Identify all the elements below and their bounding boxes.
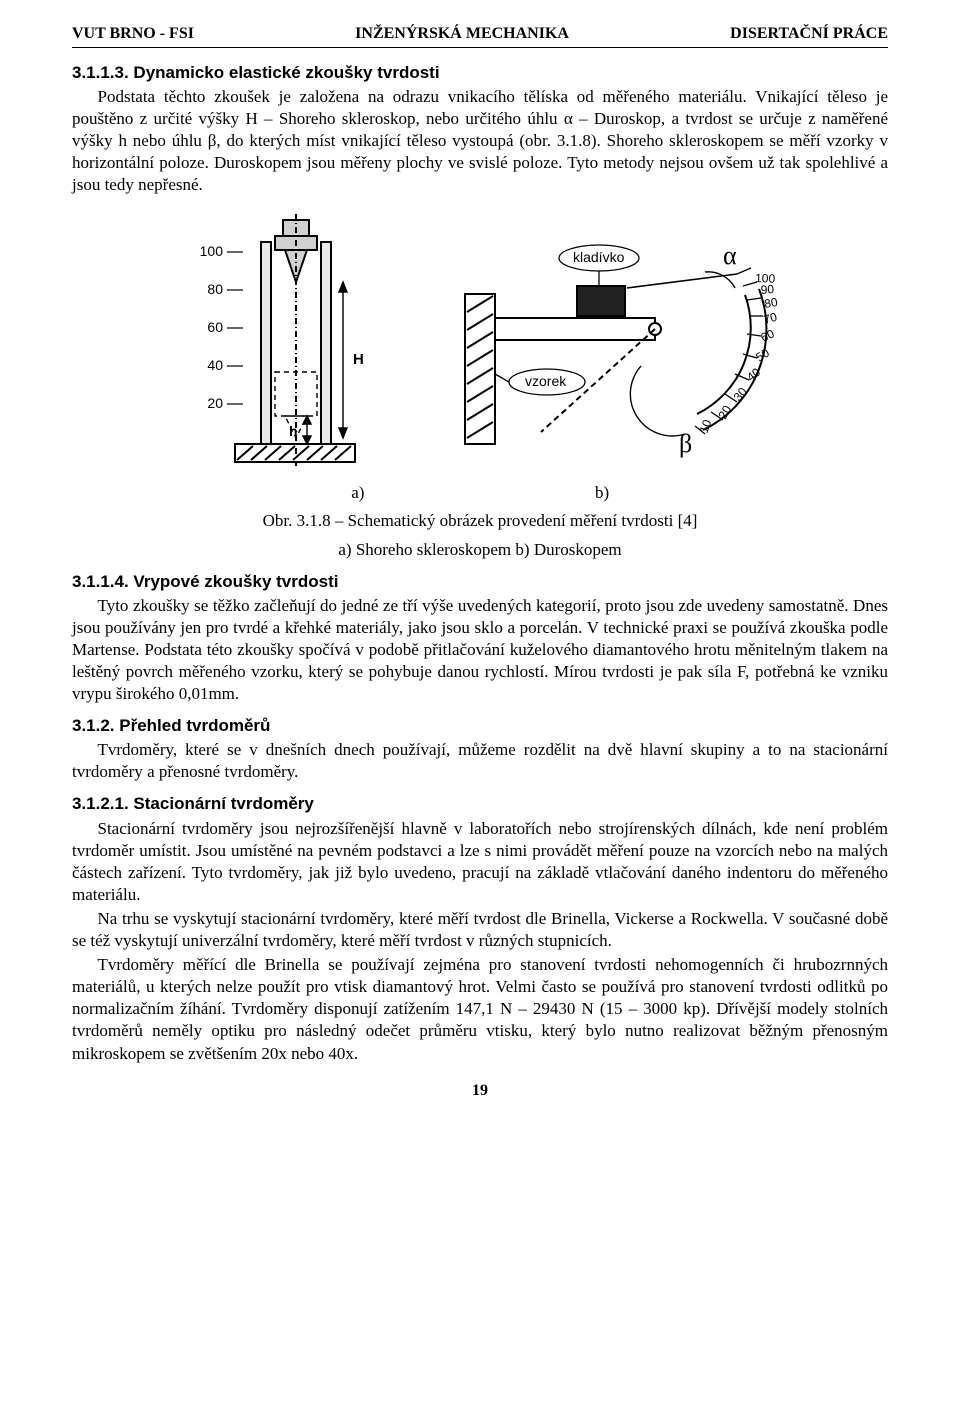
- svg-text:20: 20: [715, 403, 734, 422]
- figure-labels: a) b): [72, 482, 888, 504]
- section-3-1-2-body: Tvrdoměry, které se v dnešních dnech pou…: [72, 739, 888, 783]
- svg-text:70: 70: [762, 310, 779, 327]
- section-3-1-1-3-title: 3.1.1.3. Dynamicko elastické zkoušky tvr…: [72, 62, 888, 84]
- svg-text:h: h: [289, 423, 298, 439]
- section-3-1-1-4-title: 3.1.1.4. Vrypové zkoušky tvrdosti: [72, 571, 888, 593]
- shore-diagram: 100 80 60 40 20: [175, 214, 395, 474]
- section-3-1-1-3-body: Podstata těchto zkoušek je založena na o…: [72, 86, 888, 196]
- alpha-label: α: [723, 241, 737, 270]
- figure-caption-1: Obr. 3.1.8 – Schematický obrázek provede…: [72, 510, 888, 532]
- section-3-1-2-1-p1: Stacionární tvrdoměry jsou nejrozšířeněj…: [72, 818, 888, 906]
- svg-text:H: H: [353, 351, 364, 368]
- svg-text:100: 100: [755, 271, 776, 286]
- svg-text:80: 80: [207, 281, 223, 297]
- svg-text:20: 20: [207, 395, 223, 411]
- svg-text:50: 50: [753, 346, 772, 365]
- header-right: DISERTAČNÍ PRÁCE: [730, 24, 888, 45]
- kladivko-label: kladívko: [573, 249, 625, 265]
- section-3-1-2-1-p3: Tvrdoměry měřící dle Brinella se používa…: [72, 954, 888, 1064]
- svg-text:60: 60: [207, 319, 223, 335]
- svg-text:80: 80: [763, 295, 779, 311]
- svg-text:100: 100: [200, 243, 224, 259]
- header-center: INŽENÝRSKÁ MECHANIKA: [355, 24, 569, 45]
- figure-b-duroscop: vzorek kladívko α: [455, 234, 785, 474]
- vzorek-label: vzorek: [525, 373, 567, 389]
- section-3-1-1-4-body: Tyto zkoušky se těžko začleňují do jedné…: [72, 595, 888, 705]
- svg-text:60: 60: [759, 327, 777, 345]
- page-header: VUT BRNO - FSI INŽENÝRSKÁ MECHANIKA DISE…: [72, 24, 888, 48]
- svg-text:10: 10: [697, 418, 715, 436]
- beta-label: β: [679, 429, 692, 458]
- figure-a-shore: 100 80 60 40 20: [175, 214, 395, 474]
- figure-caption-2: a) Shoreho skleroskopem b) Duroskopem: [72, 539, 888, 561]
- section-3-1-2-1-title: 3.1.2.1. Stacionární tvrdoměry: [72, 793, 888, 815]
- section-3-1-2-title: 3.1.2. Přehled tvrdoměrů: [72, 715, 888, 737]
- page-number: 19: [72, 1081, 888, 1102]
- figure-3-1-8: 100 80 60 40 20: [72, 214, 888, 474]
- svg-text:30: 30: [731, 385, 751, 404]
- svg-text:40: 40: [207, 357, 223, 373]
- section-3-1-2-1-p2: Na trhu se vyskytují stacionární tvrdomě…: [72, 908, 888, 952]
- header-left: VUT BRNO - FSI: [72, 24, 194, 45]
- duroscop-diagram: vzorek kladívko α: [455, 234, 785, 474]
